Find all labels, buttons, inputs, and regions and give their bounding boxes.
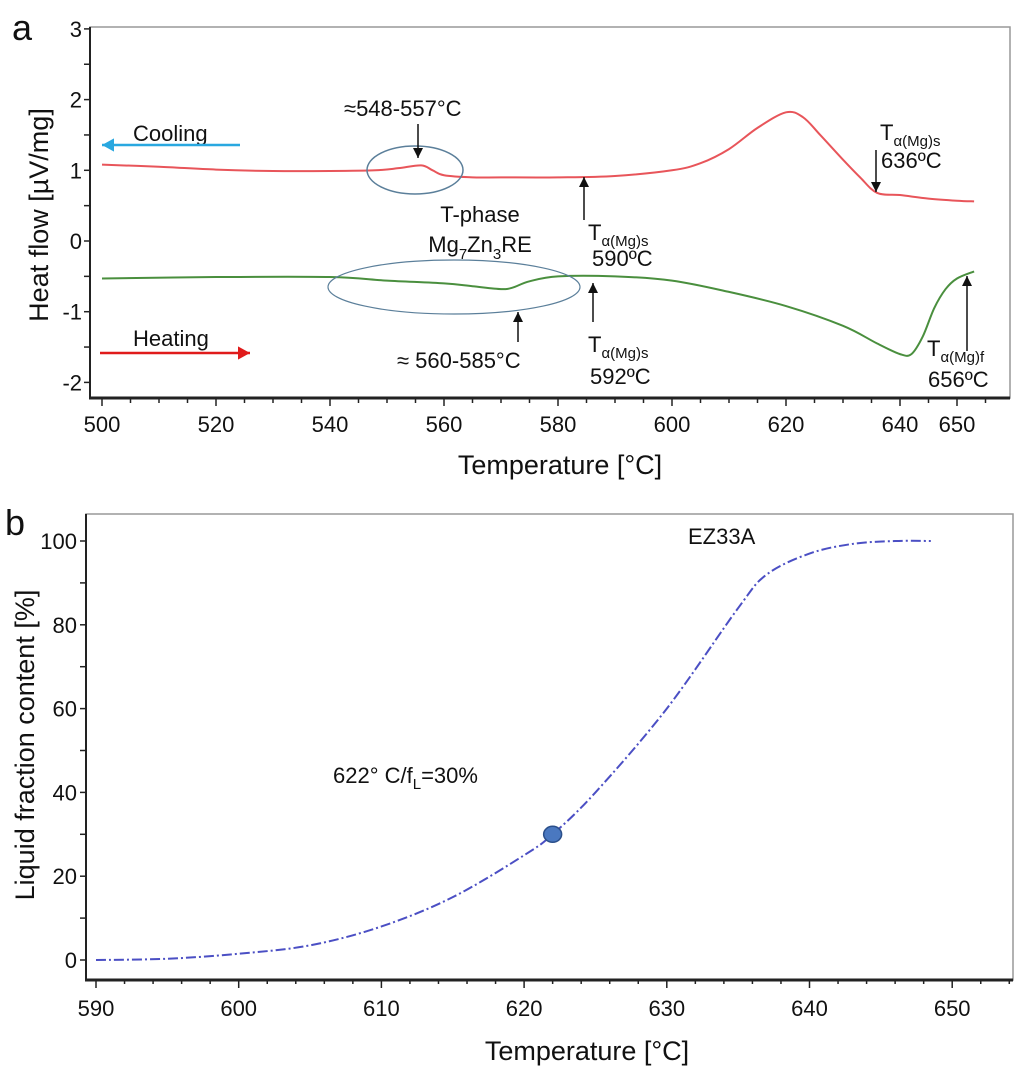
arrow-656 [962,276,972,351]
formula-sub-3: 3 [493,246,501,263]
y-tick-label-a: 0 [70,229,82,254]
y-tick-label-a: -2 [62,370,82,395]
x-axis-title-a: Temperature [°C] [458,450,662,480]
y-tick-label-a: -1 [62,300,82,325]
y-tick-label-a: 2 [70,88,82,113]
x-axis-title-b: Temperature [°C] [485,1036,689,1066]
value-590: 590ºC [592,246,653,271]
t-label-656: Tα(Mg)f [927,336,985,366]
value-636: 636ºC [881,148,942,173]
t-label-636-sub: α(Mg)s [893,133,940,150]
t-label-592-sub: α(Mg)s [601,345,648,362]
y-tick-label-b: 60 [53,697,77,722]
x-tick-label-b: 630 [648,996,685,1021]
y-tick-label-b: 0 [65,948,77,973]
marker-annotation: 622° C/fL=30% [333,763,478,793]
t-label-636-t: T [880,120,893,145]
peak-range-label: ≈548-557°C [344,96,462,121]
tphase-formula: Mg7Zn3RE [428,232,532,263]
cooling-peak-ellipse [366,145,464,195]
arrow-636 [871,150,881,192]
arrow-656-head [962,276,972,286]
heating-curve [101,270,975,357]
arrow-590 [579,177,589,220]
heating-arrow [100,346,250,360]
x-tick-label-a: 560 [426,412,463,437]
t-label-592: Tα(Mg)s [588,332,648,362]
plot-frame-b [85,513,1014,981]
t-label-592-t: T [588,332,601,357]
x-tick-label-b: 620 [506,996,543,1021]
t-label-656-t: T [927,336,940,361]
y-tick-label-a: 3 [70,17,82,42]
t-label-590-sub: α(Mg)s [601,233,648,250]
y-axis-title-a: Heat flow [µV/mg] [24,108,54,322]
formula-mg: Mg [428,232,459,257]
arrow-636-head [871,182,881,192]
y-tick-label-b: 40 [53,780,77,805]
t-label-590-t: T [588,220,601,245]
liquid-fraction-curve [95,539,931,961]
y-tick-label-b: 80 [53,613,77,638]
annotation-main: 622° C/f [333,763,414,788]
formula-zn: Zn [467,232,493,257]
formula-sub-7: 7 [459,246,467,263]
x-tick-label-b: 650 [934,996,971,1021]
series-title-ez33a: EZ33A [688,524,756,549]
x-tick-label-a: 500 [84,412,121,437]
x-tick-label-b: 600 [220,996,257,1021]
x-tick-label-a: 580 [540,412,577,437]
cooling-label: Cooling [133,121,208,146]
t-label-590: Tα(Mg)s [588,220,648,250]
y-tick-label-a: 1 [70,158,82,183]
annotation-tail: =30% [421,763,478,788]
arrow-590-head [579,177,589,187]
panel-label-b: b [5,502,25,543]
value-592: 592ºC [590,364,651,389]
x-tick-label-a: 640 [882,412,919,437]
plot-frame-a [89,26,1011,399]
arrow-592 [588,283,598,322]
cooling-arrow-head [102,138,114,152]
cooling-arrow [102,138,240,152]
value-656: 656ºC [928,367,989,392]
y-axis-title-b: Liquid fraction content [%] [10,590,40,901]
annotation-sub: L [413,776,421,793]
t-label-636: Tα(Mg)s [880,120,940,150]
peak-arrow [413,124,423,158]
formula-re: RE [501,232,532,257]
panel-label-a: a [12,7,33,48]
x-tick-label-a: 600 [654,412,691,437]
x-tick-label-b: 590 [78,996,115,1021]
arrow-heating-range-head [513,312,523,322]
x-tick-label-b: 610 [363,996,400,1021]
x-tick-label-a: 520 [198,412,235,437]
cooling-curve [101,110,975,203]
heating-tphase-ellipse [327,259,581,315]
x-tick-label-a: 620 [768,412,805,437]
x-tick-label-b: 640 [791,996,828,1021]
y-tick-label-b: 20 [53,864,77,889]
y-tick-label-b: 100 [40,529,77,554]
x-tick-label-a: 540 [312,412,349,437]
x-tick-label-a: 650 [939,412,976,437]
heating-range-label: ≈ 560-585°C [397,348,521,373]
marker-622 [542,825,563,844]
heating-label: Heating [133,326,209,351]
arrow-592-head [588,283,598,293]
heating-arrow-head [238,346,250,360]
peak-arrow-head [413,148,423,158]
arrow-heating-range [513,312,523,342]
t-label-656-sub: α(Mg)f [940,349,984,366]
tphase-label: T-phase [440,202,520,227]
